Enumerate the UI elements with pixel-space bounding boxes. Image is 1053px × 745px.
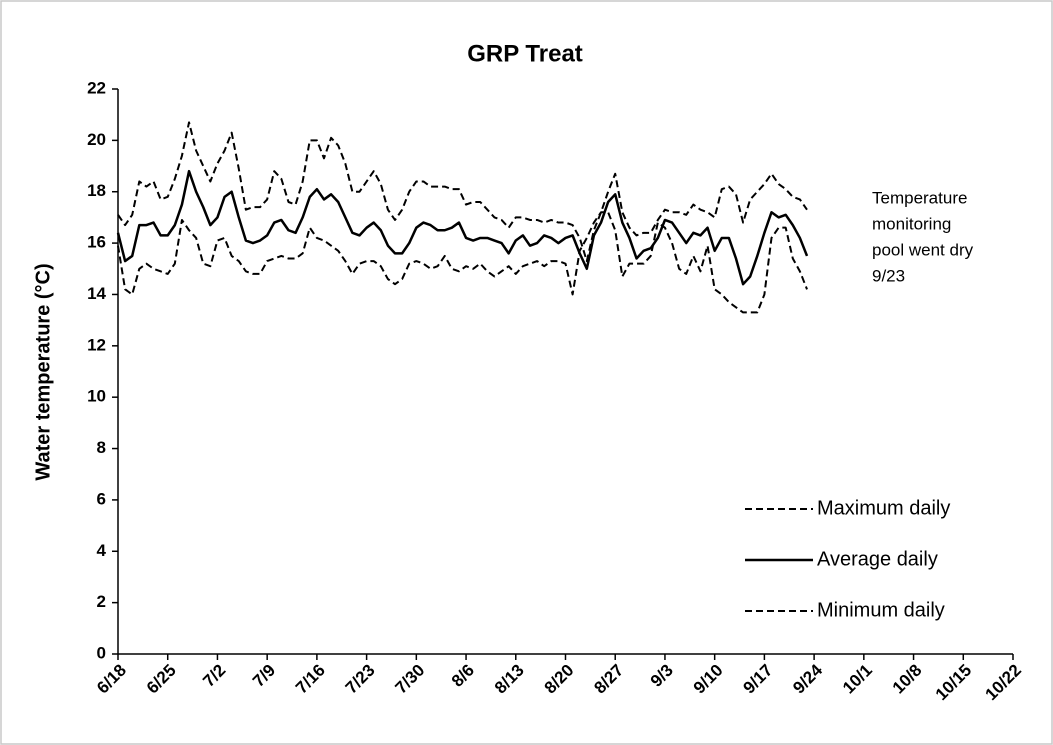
y-axis-label: Water temperature (°C)	[32, 263, 54, 480]
series-line	[117, 121, 808, 263]
y-tick-label: 14	[87, 284, 106, 303]
y-tick-label: 22	[87, 78, 106, 97]
y-tick-label: 12	[87, 335, 106, 354]
legend-label: Average daily	[817, 548, 938, 570]
y-tick-label: 18	[87, 181, 106, 200]
y-tick-label: 0	[97, 643, 106, 662]
annotation: 9/23	[872, 266, 905, 285]
annotation: Temperature	[872, 188, 967, 207]
y-tick-label: 2	[97, 592, 106, 611]
y-tick-label: 8	[97, 438, 106, 457]
y-tick-label: 16	[87, 233, 106, 252]
y-tick-label: 20	[87, 130, 106, 149]
legend-label: Maximum daily	[817, 497, 950, 519]
annotation: monitoring	[872, 214, 951, 233]
chart-title: GRP Treat	[467, 40, 583, 67]
annotation: pool went dry	[872, 240, 974, 259]
y-tick-label: 6	[97, 489, 106, 508]
series-line	[116, 169, 809, 286]
series-line	[117, 211, 808, 314]
y-tick-label: 4	[97, 541, 107, 560]
y-tick-label: 10	[87, 387, 106, 406]
legend-label: Minimum daily	[817, 599, 945, 621]
